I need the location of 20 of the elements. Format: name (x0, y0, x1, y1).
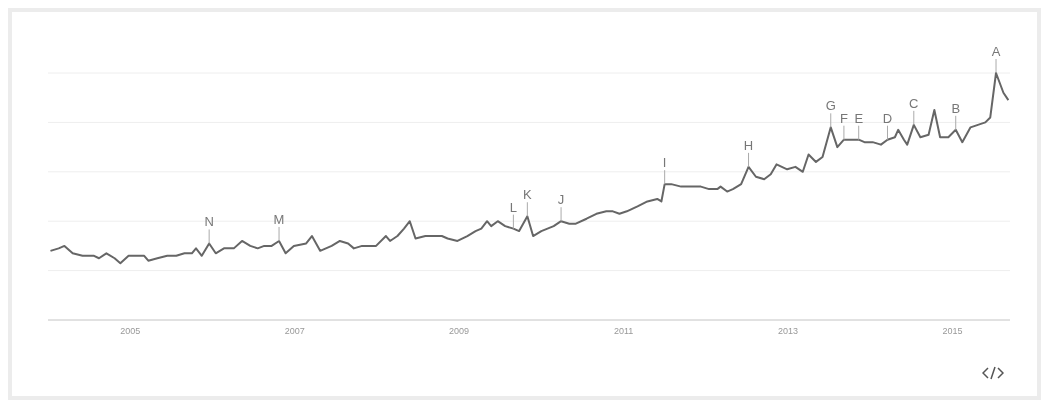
annotation: I (662, 155, 667, 171)
annotation: M (273, 211, 285, 227)
x-tick-label: 2015 (942, 326, 963, 337)
x-tick-label: 2005 (120, 326, 141, 337)
x-tick-label: 2009 (449, 326, 470, 337)
annotation: K (523, 187, 533, 203)
annotation: J (557, 192, 565, 208)
x-tick-label: 2013 (777, 326, 799, 337)
annotation: G (825, 98, 836, 114)
annotation: L (509, 199, 517, 215)
annotation: F (839, 110, 848, 126)
annotation: H (743, 137, 754, 153)
annotation: C (909, 95, 919, 111)
annotation: E (854, 110, 864, 126)
x-tick-label: 2007 (284, 326, 305, 337)
annotation: D (882, 110, 893, 126)
annotation: A (991, 44, 1001, 59)
annotation: B (951, 100, 961, 116)
annotation: N (204, 214, 214, 230)
x-tick-label: 2011 (613, 326, 634, 337)
